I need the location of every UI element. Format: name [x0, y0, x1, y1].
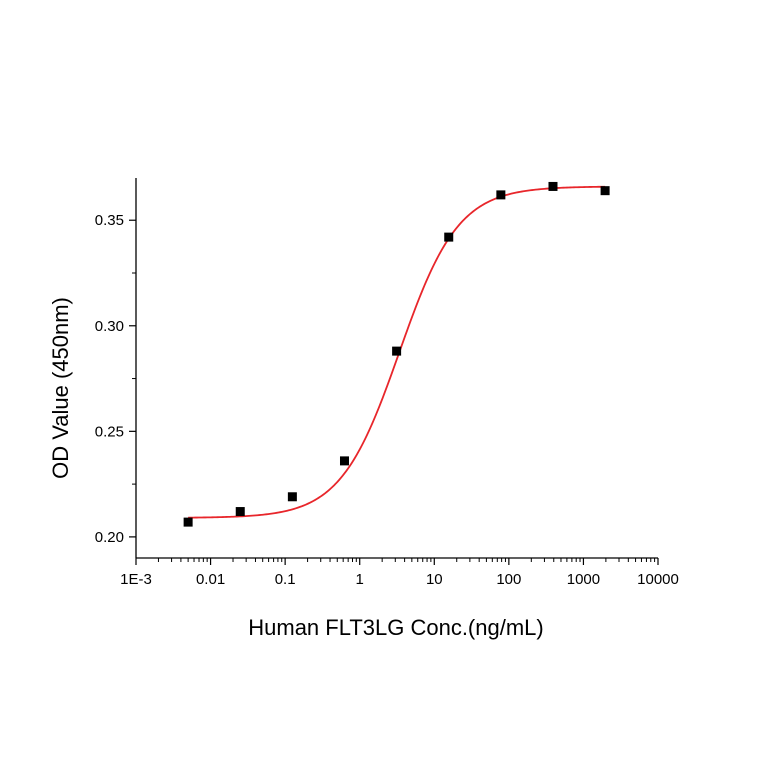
x-tick-label: 10000 [637, 571, 679, 588]
data-point [339, 456, 349, 466]
fit-curve-layer [188, 185, 606, 519]
x-tick-label: 1 [356, 571, 364, 588]
x-tick-label: 100 [496, 571, 521, 588]
data-point [392, 346, 402, 356]
y-tick-label: 0.20 [95, 529, 124, 546]
data-point [444, 232, 454, 242]
x-tick-label: 1000 [567, 571, 600, 588]
data-points-layer [183, 181, 610, 527]
y-axis-title: OD Value (450nm) [48, 297, 73, 479]
fit-curve [188, 185, 606, 519]
x-tick-label: 0.01 [196, 571, 225, 588]
data-point [496, 190, 506, 200]
x-tick-label: 1E-3 [120, 571, 152, 588]
x-axis-title: Human FLT3LG Conc.(ng/mL) [248, 615, 543, 640]
y-tick-label: 0.30 [95, 318, 124, 335]
y-tick-label: 0.35 [95, 212, 124, 229]
data-point [548, 181, 558, 191]
data-point [183, 517, 193, 527]
y-tick-label: 0.25 [95, 423, 124, 440]
data-point [287, 492, 297, 502]
data-point [600, 186, 610, 196]
x-tick-label: 10 [426, 571, 443, 588]
data-point [235, 507, 245, 517]
axes: 1E-3 0.01 0.1 1 10 100 1000 10000 0.20 0.25 0.30 0.… [95, 178, 679, 588]
x-tick-label: 0.1 [275, 571, 296, 588]
